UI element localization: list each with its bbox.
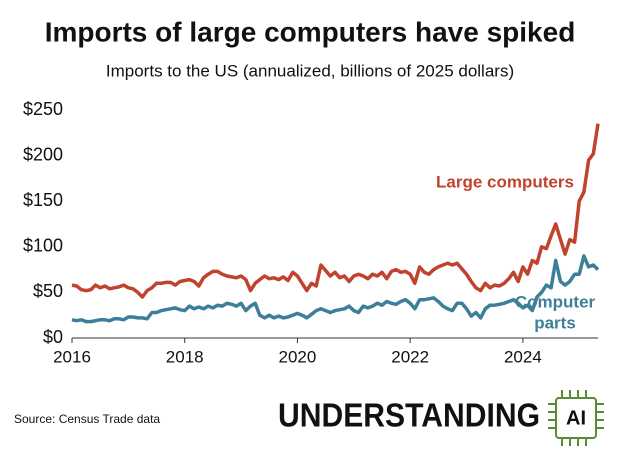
series-line — [71, 123, 600, 299]
x-tick-label: 2018 — [166, 347, 204, 366]
y-tick-label: $250 — [23, 99, 63, 119]
chart-title: Imports of large computers have spiked — [45, 16, 576, 47]
brand-chip — [548, 390, 604, 446]
series-line — [71, 254, 600, 324]
source: Source: Census Trade data — [14, 412, 160, 426]
y-tick-label: $150 — [23, 190, 63, 210]
series-label: Computer — [515, 292, 596, 311]
series-label: Large computers — [436, 172, 574, 191]
series-label: parts — [534, 313, 576, 332]
x-tick-label: 2020 — [279, 347, 317, 366]
brand-badge: AI — [566, 407, 586, 429]
brand-word: UNDERSTANDING — [278, 397, 540, 434]
chart-subtitle: Imports to the US (annualized, billions … — [106, 61, 514, 80]
y-tick-label: $50 — [33, 281, 63, 301]
x-tick-label: 2016 — [53, 347, 91, 366]
y-tick-label: $100 — [23, 236, 63, 256]
y-tick-label: $200 — [23, 144, 63, 164]
x-tick-label: 2024 — [504, 347, 542, 366]
y-tick-label: $0 — [43, 327, 63, 347]
x-tick-label: 2022 — [391, 347, 429, 366]
